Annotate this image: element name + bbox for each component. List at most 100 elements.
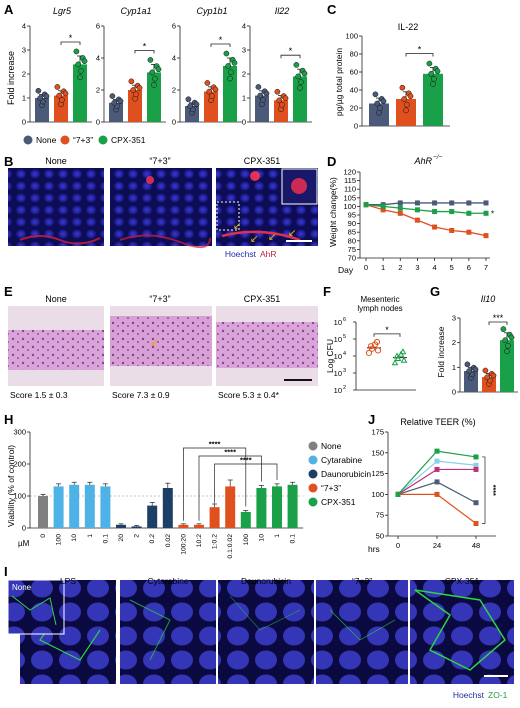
- panel-c-sig: *: [418, 45, 422, 55]
- micrograph-b-73: [110, 168, 212, 246]
- panel-a-cyp1b1-ytick-label: 0: [172, 118, 176, 127]
- panel-label-c: C: [327, 2, 337, 17]
- panel-a-lgr5-point: [75, 61, 82, 68]
- panel-a-il22-point: [255, 84, 262, 90]
- panel-b-micrographs: ↙ ↙ ↙ ↙: [8, 168, 318, 249]
- panel-a-cyp1a1-bar: [109, 102, 123, 122]
- panel-f-ytick-label: 10: [334, 352, 342, 361]
- panel-a-lgr5-point: [81, 58, 88, 65]
- panel-a-ylabel: Fold increase: [6, 51, 16, 105]
- panel-a-cyp1a1-point: [152, 75, 158, 82]
- panel-a-il22-point: [295, 73, 302, 80]
- panel-a-cyp1a1-point: [130, 87, 137, 93]
- panel-label-e: E: [4, 284, 13, 299]
- panel-a-cyp1b1-sig: *: [219, 35, 223, 45]
- panel-b-col-cpx: CPX-351: [244, 156, 281, 166]
- panel-a-cyp1a1-point: [117, 98, 124, 104]
- panel-c-ytick-label: 0: [354, 122, 358, 131]
- legend-h-73: “7+3”: [321, 483, 341, 493]
- legend-marker-none: [23, 135, 33, 145]
- panel-h-bar: [272, 486, 282, 528]
- panel-d-xtick-label: 2: [398, 263, 402, 272]
- panel-d-xtick-label: 5: [450, 263, 454, 272]
- legend-marker-73: [60, 135, 70, 145]
- panel-g-point: [508, 334, 515, 341]
- panel-d-point: [397, 200, 403, 206]
- panel-j-point: [434, 458, 440, 464]
- panel-c-point: [372, 91, 379, 98]
- panel-d-ytick-label: 75: [348, 245, 356, 254]
- panel-j-xtick-label: 0: [396, 541, 400, 550]
- panel-a-lgr5-ytick-label: 4: [22, 22, 26, 31]
- legend-h-marker-cytarabine: [308, 455, 318, 465]
- panel-a-il22-point: [276, 97, 283, 104]
- panel-f-ytick-exponent: 3: [343, 368, 346, 374]
- panel-i-stain-hoechst: Hoechst: [453, 690, 485, 700]
- panel-h-bar: [194, 524, 204, 528]
- panel-h-xtick-label: 100: [56, 534, 63, 546]
- panel-c-point: [403, 107, 409, 114]
- panel-g-ytick-label: 1: [452, 363, 456, 372]
- panel-j-sig: ****: [489, 485, 496, 496]
- panel-g-point: [490, 372, 497, 379]
- panel-a-cyp1a1-ytick-label: 6: [96, 22, 100, 31]
- panel-c-ylabel: pg/µg total protein: [334, 48, 344, 116]
- panel-c-point: [380, 98, 387, 105]
- panel-h-bracket: [198, 455, 262, 521]
- panel-a-title-cyp1a1: Cyp1a1: [120, 6, 151, 16]
- panel-h-bar: [131, 526, 142, 528]
- panel-a-lgr5-bar: [35, 98, 49, 122]
- panel-c-point: [430, 81, 436, 87]
- panel-a-lgr5-point: [77, 74, 83, 81]
- legend-cpx: CPX-351: [111, 135, 146, 145]
- panel-j-point: [473, 462, 479, 468]
- panel-d-point: [380, 207, 386, 213]
- panel-a-lgr5-point: [78, 68, 84, 74]
- panel-h-bar: [209, 507, 220, 528]
- panel-g-ytick-label: 0: [452, 388, 456, 397]
- panel-a-cyp1b1-point: [223, 50, 230, 57]
- micrograph-i-daunorubicin: [218, 580, 314, 684]
- panel-e-col-cpx: CPX-351: [244, 294, 281, 304]
- panel-h-xtick-label: 10: [258, 534, 265, 542]
- panel-d-point: [380, 203, 386, 209]
- panel-e-col-73: “7+3”: [149, 294, 170, 304]
- panel-g-point: [505, 342, 511, 349]
- panel-d-point: [414, 207, 420, 213]
- panel-a-cyp1a1-point: [155, 66, 162, 73]
- panel-a-il22-point: [298, 79, 304, 86]
- panel-f-bracket: [373, 333, 401, 337]
- panel-a-il22-point: [260, 97, 266, 103]
- panel-f-point: [374, 347, 382, 354]
- panel-a-cyp1a1-ytick-label: 2: [96, 86, 100, 95]
- panel-j-series-line: [397, 460, 477, 495]
- panel-a-lgr5-bar: [54, 95, 68, 122]
- svg-text:↙: ↙: [288, 228, 296, 239]
- panel-j-title: Relative TEER (%): [400, 417, 475, 427]
- panel-a-cyp1b1-point: [227, 75, 233, 82]
- panel-a-il22-bar: [293, 76, 307, 122]
- panel-f-ytick-label: 10: [334, 369, 342, 378]
- panel-h-bar: [116, 524, 126, 528]
- panel-a-cyp1b1-ytick-label: 2: [172, 86, 176, 95]
- panel-h-xunit: µM: [18, 539, 30, 548]
- panel-g-sig: ***: [493, 313, 504, 323]
- panel-a-il22-bar: [255, 95, 269, 122]
- panel-a-lgr5-point: [54, 84, 61, 90]
- panel-d-point: [449, 209, 455, 215]
- panel-h-bar: [162, 488, 173, 528]
- panel-a-cyp1a1-point: [133, 91, 139, 98]
- panel-d-sig: *: [491, 209, 494, 218]
- panel-d-xtick-label: 0: [364, 263, 368, 272]
- panel-j-bracket: [482, 456, 486, 524]
- panel-d-point: [432, 209, 438, 215]
- svg-text:↙: ↙: [268, 232, 276, 243]
- panel-g-ylabel: Fold increase: [436, 326, 446, 377]
- panel-d-ytick-label: 80: [348, 236, 356, 245]
- panel-label-g: G: [430, 284, 440, 299]
- panel-a-lgr5-point: [37, 95, 44, 101]
- panel-j-point: [473, 500, 479, 506]
- panel-b-stain-hoechst: Hoechst: [225, 249, 257, 259]
